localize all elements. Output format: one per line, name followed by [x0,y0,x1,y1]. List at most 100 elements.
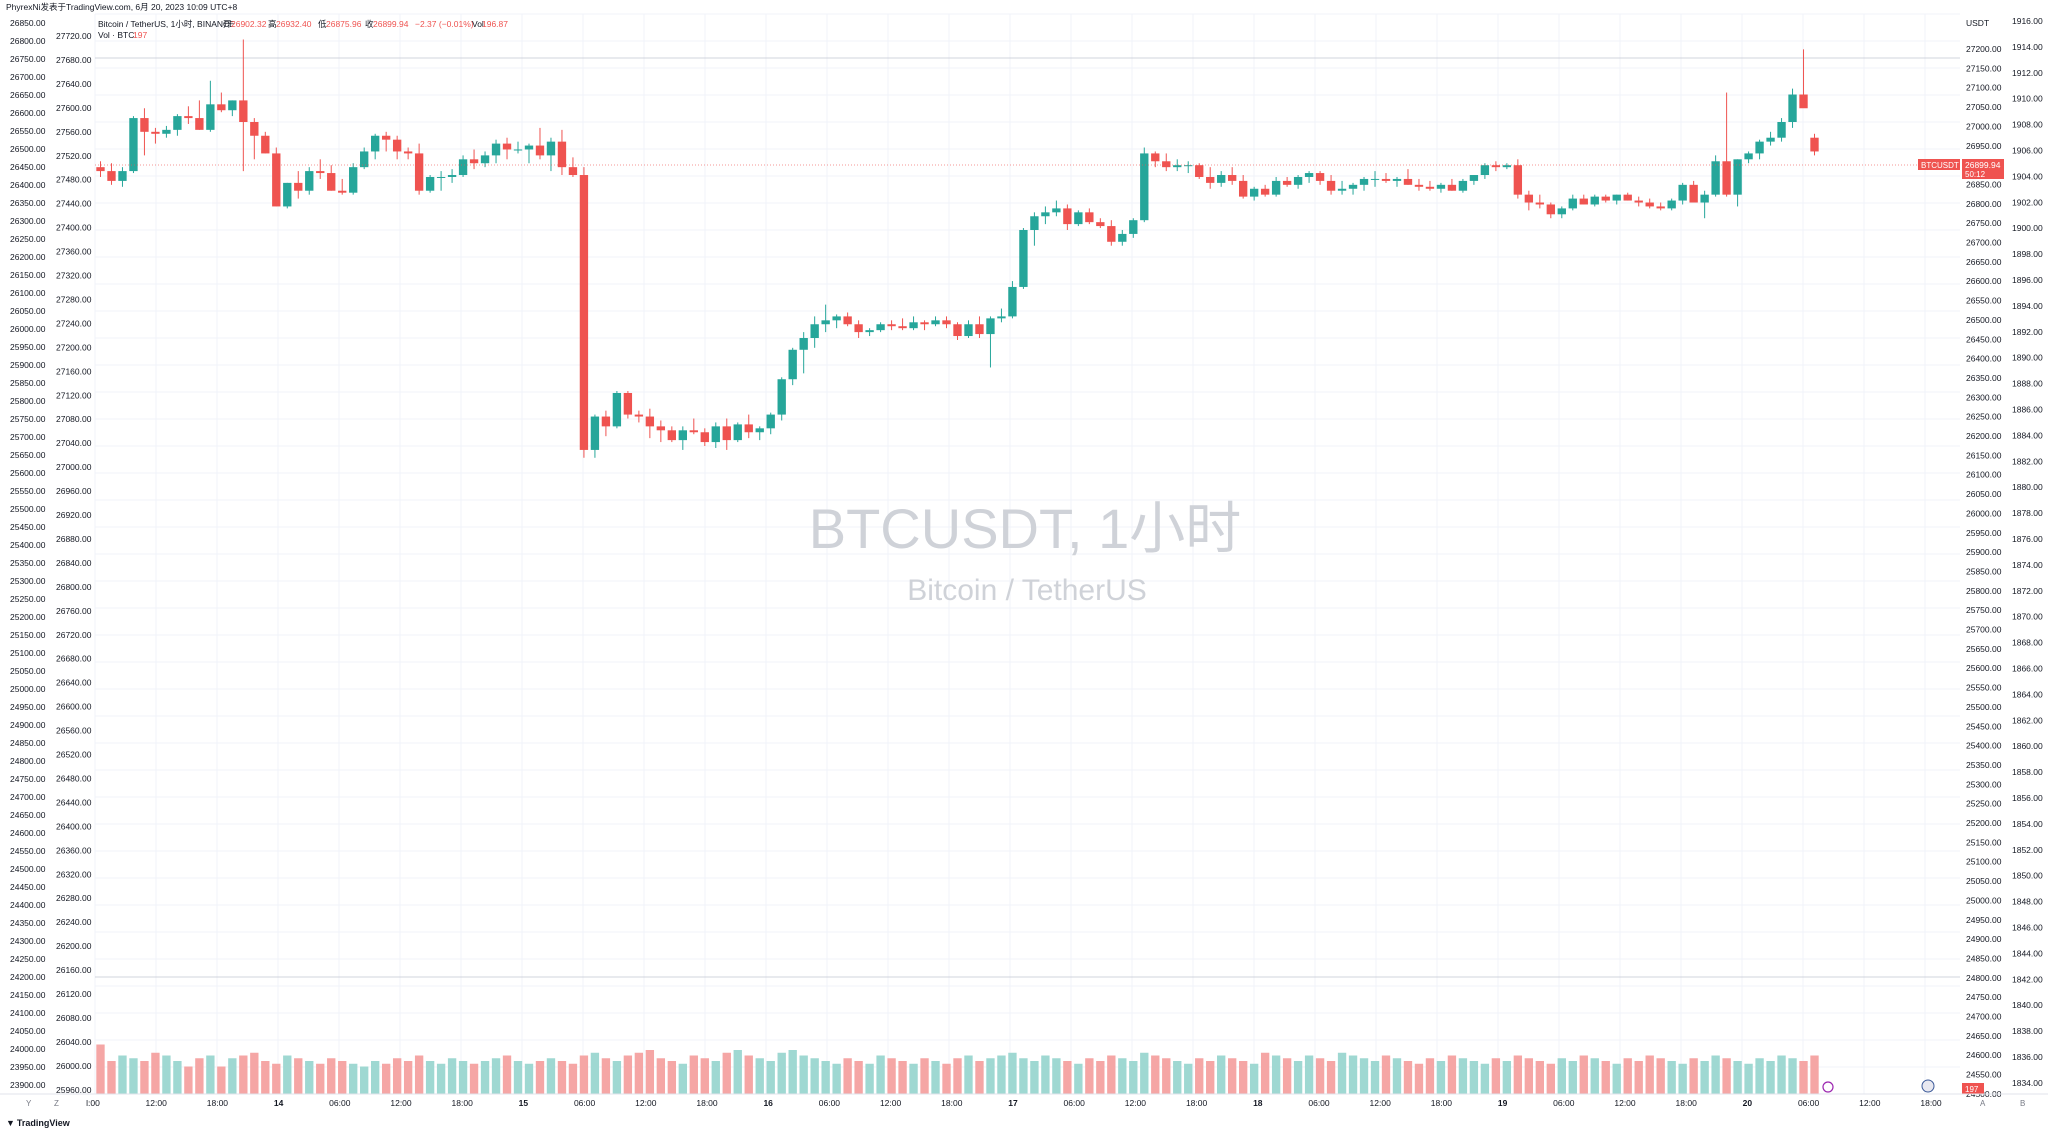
right-axis-price-tick: 24950.00 [1966,915,2002,925]
right-axis-price-tick: 27200.00 [1966,44,2002,54]
candle-body [953,324,962,337]
axis-mode-button[interactable]: B [2020,1099,2025,1108]
volume-bar [843,1058,852,1094]
event-marker-icon [1822,1081,1834,1093]
candle-body [1491,165,1501,168]
volume-bar [1524,1058,1534,1094]
left-axis-2-tick: 27520.00 [56,151,92,161]
volume-bar [1359,1058,1369,1094]
left-axis-1-tick: 24550.00 [10,846,46,856]
volume-bar [1074,1063,1083,1094]
volume-bar [1315,1058,1325,1094]
candle-body [799,338,808,350]
axis-mode-button[interactable]: Z [54,1099,59,1108]
time-axis-tick: 19 [1498,1098,1508,1108]
left-axis-1-tick: 25950.00 [10,342,46,352]
right-axis-price-tick: 26450.00 [1966,334,2002,344]
candle-body [612,392,622,427]
candle-body [986,318,995,335]
left-axis-2-tick: 26840.00 [56,558,92,568]
left-axis-2-tick: 27160.00 [56,366,92,376]
volume-bar [195,1058,204,1094]
candle-body [1162,161,1171,168]
left-axis-1-tick: 25050.00 [10,666,46,676]
candle-body [1414,184,1424,187]
candle-body [788,349,797,380]
candle-body [1228,175,1237,181]
candle-body [1129,220,1138,234]
right-axis-2-tick: 1880.00 [2012,482,2043,492]
top-watermark-bar: PhyrexNi发表于TradingView.com, 6月 20, 2023 … [0,0,2048,14]
time-axis-tick: 18:00 [1431,1098,1453,1108]
candle-body [1810,137,1819,152]
left-axis-1-tick: 23900.00 [10,1080,46,1090]
legend-close-value: 26899.94 [373,19,409,29]
left-axis-1-tick: 26200.00 [10,252,46,262]
candle-body [129,118,138,172]
candle-body [590,416,600,450]
volume-bar [96,1044,105,1094]
volume-bar [1217,1055,1226,1094]
volume-bar [250,1052,259,1094]
left-axis-2-tick: 26000.00 [56,1061,92,1071]
volume-bar [755,1058,764,1094]
left-axis-2-tick: 26360.00 [56,845,92,855]
volume-bar [634,1052,644,1094]
volume-bar [953,1058,962,1094]
candle-body [338,190,347,193]
left-axis-1-tick: 24050.00 [10,1026,46,1036]
left-axis-1-tick: 25600.00 [10,468,46,478]
candle-body [1392,178,1402,181]
volume-bar [502,1055,512,1094]
volume-bar [1711,1055,1720,1094]
volume-bar [392,1058,402,1094]
candle-body [184,116,193,119]
volume-bar [1579,1055,1588,1094]
time-axis-tick: 06:00 [1553,1098,1575,1108]
candle-body [1535,202,1544,205]
legend-high-label: 高 [268,19,277,29]
axis-mode-button[interactable]: Y [26,1099,32,1108]
candle-body [1008,286,1017,317]
volume-bar [788,1050,797,1094]
volume-bar [1689,1058,1698,1094]
right-axis-2-tick: 1862.00 [2012,715,2043,725]
volume-bar [1118,1058,1127,1094]
candle-body [1700,194,1709,203]
time-axis-tick: 18:00 [696,1098,718,1108]
right-axis-price-tick: 25400.00 [1966,741,2002,751]
volume-bar [722,1052,731,1094]
time-axis-tick: l:00 [86,1098,100,1108]
right-axis-2-tick: 1884.00 [2012,430,2043,440]
volume-bar [1491,1058,1501,1094]
time-axis-tick: 17 [1008,1098,1018,1108]
time-axis-tick: 18:00 [1186,1098,1208,1108]
left-axis-2-tick: 27680.00 [56,55,92,65]
candle-body [942,320,951,325]
volume-bar [1096,1061,1105,1094]
candle-body [1206,176,1215,183]
right-axis-price-tick: 25300.00 [1966,779,2002,789]
chart-watermark-title: BTCUSDT, 1小时 [809,497,1242,560]
price-tag-countdown: 50:12 [1965,170,1986,179]
right-axis-2-tick: 1836.00 [2012,1052,2043,1062]
time-axis-tick: 12:00 [880,1098,902,1108]
axis-mode-button[interactable]: A [1980,1099,1986,1108]
candle-body [272,153,281,207]
volume-bar [1326,1061,1336,1094]
right-axis-price-tick: 26600.00 [1966,276,2002,286]
right-axis-price-tick: 26000.00 [1966,508,2002,518]
right-axis-2-tick: 1874.00 [2012,560,2043,570]
candle-body [1085,212,1094,223]
left-axis-2-tick: 26160.00 [56,965,92,975]
candle-body [469,159,479,164]
volume-bar [1656,1058,1665,1094]
candle-body [898,326,907,329]
left-axis-2-tick: 26480.00 [56,773,92,783]
legend-vol-label: Vol [472,19,484,29]
candle-body [316,171,325,174]
left-axis-1-tick: 25300.00 [10,576,46,586]
left-axis-2-tick: 27640.00 [56,79,92,89]
volume-bar [623,1055,633,1094]
